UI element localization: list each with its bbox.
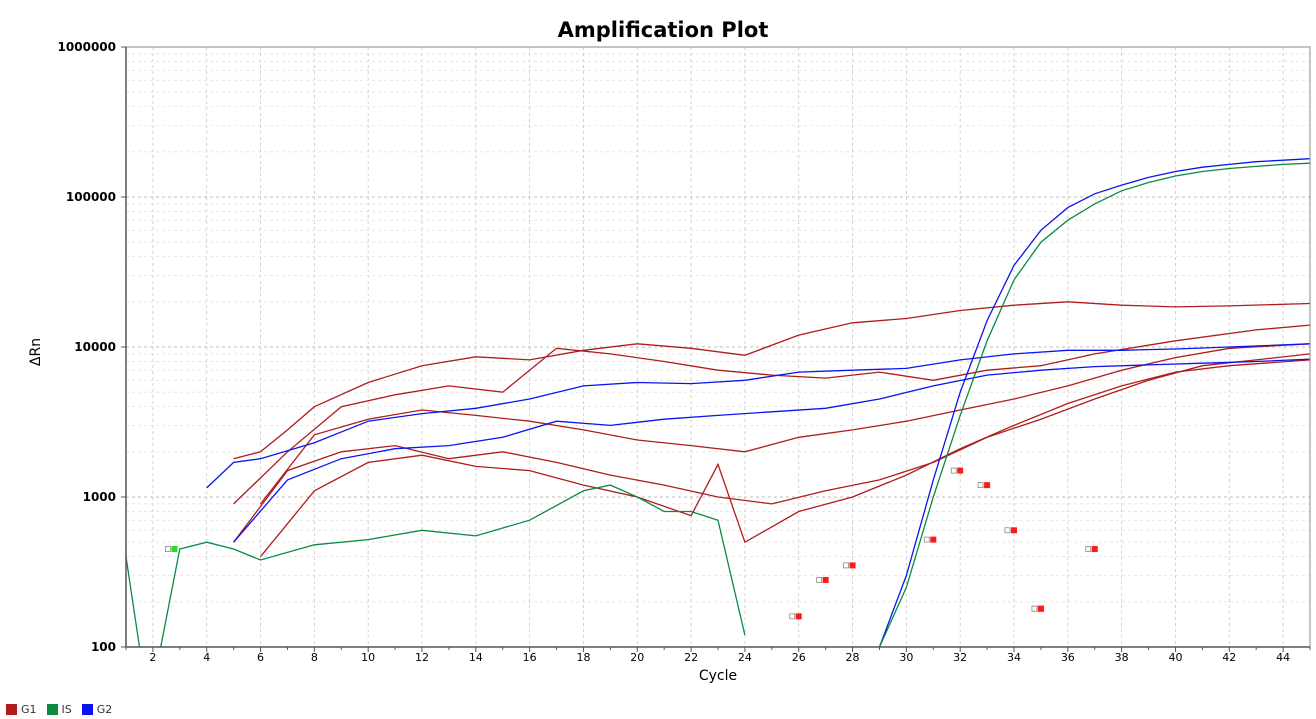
x-tick-label: 8 <box>311 651 318 664</box>
y-tick-label: 1000000 <box>58 40 116 54</box>
x-tick-label: 32 <box>953 651 967 664</box>
x-tick-label: 6 <box>257 651 264 664</box>
x-tick-label: 38 <box>1115 651 1129 664</box>
y-tick-label: 100 <box>91 640 116 654</box>
x-tick-label: 42 <box>1222 651 1236 664</box>
x-tick-label: 44 <box>1276 651 1290 664</box>
legend-item-is[interactable]: IS <box>46 702 72 716</box>
y-tick-label: 1000 <box>83 490 116 504</box>
chart-title: Amplification Plot <box>558 18 769 42</box>
curve-g1 <box>233 301 1310 460</box>
ct-marker-g1 <box>822 576 829 583</box>
x-tick-label: 40 <box>1168 651 1182 664</box>
ct-marker-outline <box>165 546 171 552</box>
plot-area <box>126 47 1310 647</box>
legend-item-g1[interactable]: G1 <box>6 703 37 716</box>
ct-marker-g2 <box>1037 605 1044 612</box>
ct-marker-g1 <box>1091 546 1098 553</box>
x-tick-label: 4 <box>203 651 210 664</box>
ct-marker-outline <box>789 613 796 620</box>
ct-marker-g1 <box>795 613 802 620</box>
x-tick-label: 26 <box>792 651 806 664</box>
amplification-chart: Amplification Plot 2 4 6 8 10 12 14 16 18 20 22 24 2… <box>28 18 1311 684</box>
legend: G1 IS G2 <box>6 702 112 716</box>
ct-marker-outline <box>977 482 984 489</box>
curve-g1 <box>259 359 1310 558</box>
ct-marker-g1 <box>1011 527 1017 534</box>
ct-marker-outline <box>950 467 957 474</box>
x-axis-ticks: 2 4 6 8 10 12 14 16 18 20 22 24 26 28 30 32 34 36 38 40 42 44 <box>125 647 1311 664</box>
curve-g2 <box>206 343 1310 489</box>
x-tick-label: 20 <box>630 651 644 664</box>
ct-marker-outline <box>1031 605 1038 612</box>
legend-label-is: IS <box>61 702 72 716</box>
ct-marker-outline <box>1004 527 1011 534</box>
x-tick-label: 28 <box>846 651 860 664</box>
x-axis-label: Cycle <box>699 668 737 684</box>
ct-marker-outline <box>923 536 930 543</box>
legend-swatch-g1 <box>6 703 17 715</box>
legend-swatch-is <box>46 703 58 715</box>
ct-marker-g1 <box>957 467 964 474</box>
x-tick-label: 30 <box>899 651 913 664</box>
y-tick-label: 10000 <box>74 340 116 354</box>
ct-marker-outline <box>816 577 823 583</box>
curve-is <box>126 484 746 647</box>
ct-marker-outline <box>843 562 849 569</box>
x-tick-label: 36 <box>1061 651 1075 664</box>
x-tick-label: 12 <box>415 651 429 664</box>
curve-g1 <box>233 353 1310 543</box>
curve-g2 <box>233 358 1310 543</box>
curve-g1 <box>233 324 1310 505</box>
ct-marker-g1 <box>984 482 991 489</box>
legend-label-g2: G2 <box>96 702 113 716</box>
legend-swatch-g2 <box>81 703 93 715</box>
ct-markers <box>165 467 1098 620</box>
x-tick-label: 24 <box>738 651 752 664</box>
x-tick-label: 34 <box>1007 651 1021 664</box>
legend-item-g2[interactable]: G2 <box>81 702 113 716</box>
x-tick-label: 14 <box>469 651 483 664</box>
curve-is <box>878 162 1310 647</box>
ct-marker-outline <box>1085 546 1092 552</box>
y-axis-label: ΔRn <box>28 338 44 366</box>
ct-marker-g1 <box>849 562 856 569</box>
ct-marker-is <box>171 546 178 553</box>
y-tick-label: 100000 <box>66 190 116 204</box>
ct-marker-g1 <box>930 536 937 543</box>
x-tick-label: 16 <box>523 651 537 664</box>
curve-g1 <box>259 343 1310 505</box>
x-tick-label: 2 <box>149 651 156 664</box>
amplification-curves <box>126 158 1310 647</box>
y-axis-ticks: 100 1000 10000 100000 1000000 <box>58 40 126 654</box>
x-tick-label: 22 <box>684 651 698 664</box>
legend-label-g1: G1 <box>21 702 37 716</box>
x-tick-label: 10 <box>361 651 375 664</box>
x-tick-label: 18 <box>576 651 590 664</box>
grid-lines <box>126 46 1310 648</box>
curve-g2 <box>878 158 1310 647</box>
